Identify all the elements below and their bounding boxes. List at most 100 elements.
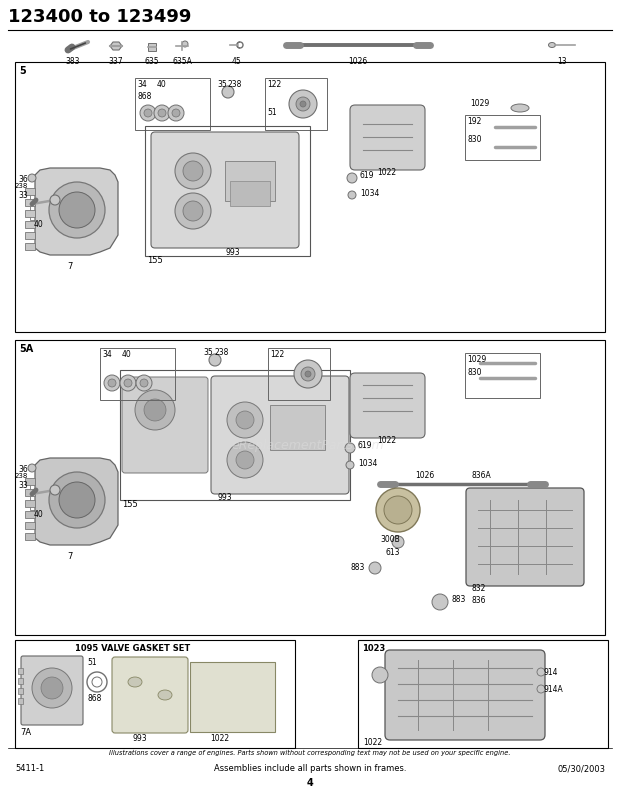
Text: 36: 36 [18, 465, 28, 474]
FancyBboxPatch shape [112, 657, 188, 733]
Text: 35: 35 [217, 80, 227, 89]
Bar [358, 640, 608, 748]
Text: Illustrations cover a range of engines. Parts shown without corresponding text m: Illustrations cover a range of engines. … [109, 750, 511, 756]
Bar [25, 533, 35, 540]
Text: 45: 45 [231, 57, 241, 66]
Bar [15, 340, 605, 635]
Text: 122: 122 [270, 350, 284, 359]
Circle shape [346, 461, 354, 469]
Circle shape [154, 105, 170, 121]
Bar [465, 115, 540, 160]
Text: 635A: 635A [172, 57, 192, 66]
Text: 613: 613 [386, 548, 401, 557]
Bar [25, 522, 35, 529]
Text: 1026: 1026 [348, 57, 368, 66]
Circle shape [28, 174, 36, 182]
Circle shape [59, 482, 95, 518]
Text: 914A: 914A [544, 685, 564, 694]
Circle shape [294, 360, 322, 388]
Bar [25, 199, 35, 206]
Text: 868: 868 [87, 694, 102, 703]
Text: 5411-1: 5411-1 [15, 764, 44, 773]
Circle shape [347, 173, 357, 183]
Circle shape [348, 191, 356, 199]
Bar [25, 478, 35, 485]
Circle shape [345, 443, 355, 453]
Text: 619: 619 [360, 172, 374, 180]
Circle shape [140, 105, 156, 121]
Circle shape [175, 193, 211, 229]
Text: 05/30/2003: 05/30/2003 [557, 764, 605, 773]
FancyBboxPatch shape [350, 373, 425, 438]
Text: 40: 40 [33, 220, 43, 229]
Text: 36: 36 [18, 175, 28, 184]
Text: 1022: 1022 [378, 168, 397, 177]
Circle shape [537, 668, 545, 676]
Circle shape [104, 375, 120, 391]
Circle shape [144, 399, 166, 421]
Circle shape [183, 201, 203, 221]
FancyBboxPatch shape [211, 376, 349, 494]
Circle shape [120, 375, 136, 391]
Circle shape [384, 496, 412, 524]
Circle shape [209, 354, 221, 366]
Text: 155: 155 [122, 500, 138, 509]
Polygon shape [110, 42, 122, 50]
Text: 993: 993 [218, 493, 232, 502]
Bar [145, 126, 310, 256]
Circle shape [182, 41, 188, 47]
Bar [25, 210, 35, 217]
Text: 7: 7 [68, 552, 73, 561]
Circle shape [32, 668, 72, 708]
Bar [18, 688, 23, 694]
Circle shape [236, 451, 254, 469]
Text: 883: 883 [351, 564, 365, 573]
Ellipse shape [128, 677, 142, 687]
Text: 619: 619 [358, 441, 373, 451]
Text: 993: 993 [225, 248, 239, 257]
Circle shape [175, 153, 211, 189]
Text: 40: 40 [157, 80, 167, 89]
Text: 34: 34 [102, 350, 112, 359]
Text: 40: 40 [122, 350, 131, 359]
Text: 40: 40 [33, 510, 43, 519]
Circle shape [222, 86, 234, 98]
Circle shape [537, 685, 545, 693]
Text: 1026: 1026 [415, 471, 435, 480]
Text: 13: 13 [557, 57, 567, 66]
Circle shape [432, 594, 448, 610]
Bar [148, 43, 156, 51]
Text: 383: 383 [66, 57, 80, 66]
Text: 832: 832 [472, 584, 486, 593]
Bar [135, 78, 210, 130]
Text: 1034: 1034 [360, 188, 379, 197]
Text: 51: 51 [267, 108, 277, 117]
Circle shape [305, 371, 311, 377]
Circle shape [289, 90, 317, 118]
Text: 1029: 1029 [467, 355, 486, 364]
Bar [465, 353, 540, 398]
Text: 836: 836 [472, 596, 487, 605]
Text: 1095 VALVE GASKET SET: 1095 VALVE GASKET SET [75, 644, 190, 653]
Bar [30, 192, 60, 220]
Circle shape [49, 472, 105, 528]
Text: 123400 to 123499: 123400 to 123499 [8, 8, 192, 26]
Circle shape [135, 390, 175, 430]
Text: 300B: 300B [380, 535, 400, 544]
Circle shape [301, 367, 315, 381]
Text: 830: 830 [467, 368, 482, 377]
Text: 238: 238 [15, 473, 28, 479]
Text: 830: 830 [467, 135, 482, 144]
Text: 868: 868 [137, 92, 151, 101]
Bar [30, 482, 60, 510]
Bar [15, 62, 605, 332]
Text: 238: 238 [215, 348, 229, 357]
Circle shape [59, 192, 95, 228]
Text: 993: 993 [133, 734, 148, 743]
Circle shape [296, 97, 310, 111]
Circle shape [300, 101, 306, 107]
Text: 5A: 5A [19, 344, 33, 354]
Circle shape [41, 677, 63, 699]
Bar [265, 78, 327, 130]
Bar [25, 511, 35, 518]
